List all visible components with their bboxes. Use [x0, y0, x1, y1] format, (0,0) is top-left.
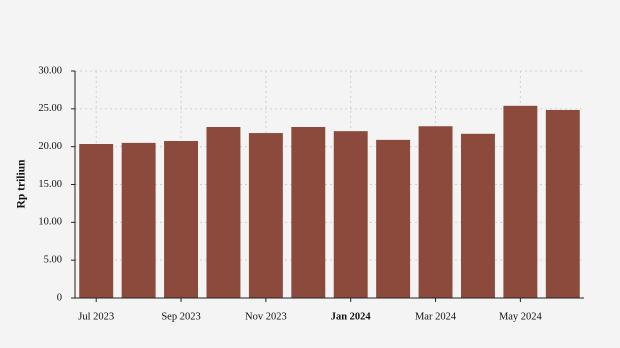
x-tick-label: Mar 2024 [415, 311, 457, 322]
x-tick-label: May 2024 [499, 311, 543, 322]
y-tick-label: 30.00 [38, 65, 62, 76]
bar [376, 139, 411, 298]
bar [79, 144, 114, 298]
y-tick-label: 15.00 [38, 179, 62, 190]
bar [248, 133, 283, 298]
bar [164, 140, 199, 298]
x-tick-label: Jan 2024 [331, 311, 372, 322]
bar [460, 133, 495, 298]
x-tick-label: Sep 2023 [161, 311, 200, 322]
bar [545, 109, 580, 299]
y-tick-label: 25.00 [38, 103, 62, 114]
y-tick-label: 0 [57, 292, 62, 303]
bar [121, 142, 156, 298]
x-tick-label: Nov 2023 [245, 311, 287, 322]
bar [503, 105, 538, 298]
y-axis-label: Rp triliun [16, 159, 28, 208]
bar [333, 131, 368, 298]
bar [418, 126, 453, 298]
bar [291, 126, 326, 298]
y-tick-label: 10.00 [38, 217, 62, 228]
y-tick-label: 5.00 [44, 255, 62, 266]
bar [206, 126, 241, 298]
y-tick-label: 20.00 [38, 141, 62, 152]
x-tick-label: Jul 2023 [78, 311, 114, 322]
